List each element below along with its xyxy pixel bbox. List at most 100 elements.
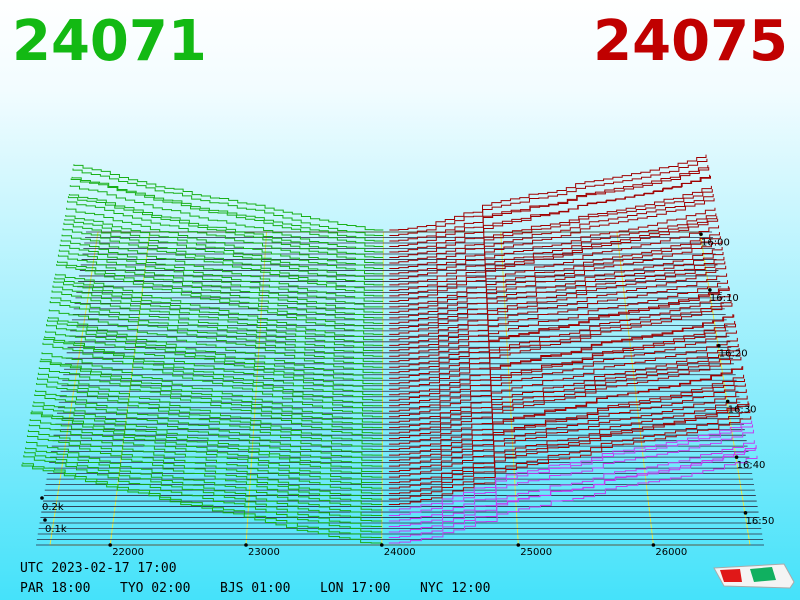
ask-depth-line (389, 194, 714, 275)
bid-depth-line (34, 394, 383, 467)
time-label: 16:30 (728, 404, 757, 415)
bid-depth-line (28, 424, 383, 500)
bid-depth-line (50, 296, 383, 368)
bid-depth-line (36, 382, 383, 456)
bid-depth-line (30, 411, 383, 489)
bid-depth-line (69, 185, 384, 253)
ask-depth-line (388, 424, 754, 517)
ask-depth-line (388, 357, 742, 445)
ask-price: 24075 (593, 9, 788, 74)
ask-depth-line (388, 429, 754, 522)
ask-depth-line (388, 374, 745, 462)
depth-rows (21, 154, 764, 546)
clock-label: LON 17:00 (320, 581, 390, 596)
ask-depth-line (389, 213, 717, 291)
ask-depth-line (389, 286, 729, 368)
bid-depth-line (22, 462, 382, 539)
ask-depth-line (388, 378, 745, 467)
bid-depth-line (62, 228, 384, 297)
ask-depth-line (389, 337, 738, 423)
ask-depth-line (389, 287, 730, 374)
ask-depth-line (389, 261, 726, 346)
ask-depth-line (388, 455, 758, 544)
bid-depth-line (47, 319, 383, 390)
ask-depth-line (388, 352, 741, 440)
price-tick (651, 543, 656, 547)
bid-price: 24071 (12, 9, 207, 74)
ask-depth-line (389, 158, 708, 236)
ask-depth-line (389, 273, 728, 357)
volume-label: 0.1k (45, 524, 67, 535)
bid-depth-line (37, 372, 383, 445)
floor-grid-line (616, 231, 654, 546)
ask-depth-line (389, 240, 722, 324)
bid-depth-line (23, 455, 382, 533)
clock-label: NYC 12:00 (420, 581, 490, 596)
bid-depth-line (58, 249, 383, 319)
time-tick (717, 343, 721, 348)
bid-depth-line (57, 260, 383, 330)
bid-depth-line (72, 168, 384, 236)
ask-depth-line (389, 323, 737, 412)
bid-depth-line (49, 301, 383, 374)
ask-depth-line (389, 189, 713, 269)
volume-tick (43, 518, 47, 522)
bid-depth-line (35, 389, 383, 462)
ask-depth-line (389, 247, 723, 330)
bid-depth-line (42, 342, 383, 418)
ask-depth-line (388, 395, 748, 484)
price-tick (516, 543, 521, 547)
bid-depth-line (56, 264, 383, 335)
time-label: 16:00 (701, 237, 730, 248)
ask-depth-line (389, 300, 732, 385)
ask-depth-line (388, 347, 740, 434)
bid-depth-line (59, 244, 383, 313)
clock-label: TYO 02:00 (120, 581, 190, 596)
ask-depth-line (389, 252, 724, 335)
ask-depth-line (388, 445, 757, 539)
ask-depth-line (388, 440, 755, 528)
volume-tick (40, 496, 44, 500)
bid-depth-line (45, 330, 383, 401)
price-tick (108, 543, 112, 547)
ask-depth-line (389, 175, 711, 258)
bid-depth-line (25, 447, 382, 522)
ask-depth-line (389, 225, 720, 308)
ask-depth-line (389, 185, 712, 264)
bid-depth-line (53, 280, 383, 352)
bid-depth-line (51, 290, 383, 363)
bid-depth-line (52, 285, 383, 357)
bid-depth-line (65, 214, 384, 280)
bid-depth-line (31, 410, 383, 484)
ask-depth-line (389, 344, 739, 429)
price-label: 22000 (112, 547, 144, 558)
ask-depth-line (388, 389, 747, 478)
floor-grid-line (245, 231, 268, 546)
ask-depth-line (389, 280, 728, 363)
ask-depth-line (389, 294, 731, 379)
bid-depth-line (64, 218, 384, 286)
time-tick (699, 232, 703, 237)
bid-depth-line (40, 358, 383, 429)
bid-depth-line (36, 377, 383, 451)
axis-labels: 22000 23000 24000 25000 26000 16:00 16:10 16:20… (40, 232, 774, 558)
bid-depth-line (27, 429, 382, 506)
time-label: 16:50 (746, 516, 775, 527)
bid-depth-line (43, 338, 383, 412)
time-tick (743, 511, 748, 515)
3d-glasses-icon (713, 563, 795, 589)
ask-depth-line (389, 218, 719, 302)
bid-depth-line (39, 360, 383, 434)
ask-depth-line (389, 265, 727, 352)
ask-depth-line (388, 409, 751, 500)
price-label: 24000 (384, 547, 416, 558)
ask-depth-line (389, 314, 735, 401)
bid-depth-line (32, 404, 383, 478)
bid-depth-line (63, 222, 384, 291)
price-label: 26000 (655, 547, 687, 558)
ask-depth-line (388, 403, 750, 495)
bid-depth-line (54, 277, 383, 346)
bid-depth-line (26, 441, 382, 517)
price-label: 25000 (520, 547, 552, 558)
bid-depth-line (67, 200, 384, 269)
